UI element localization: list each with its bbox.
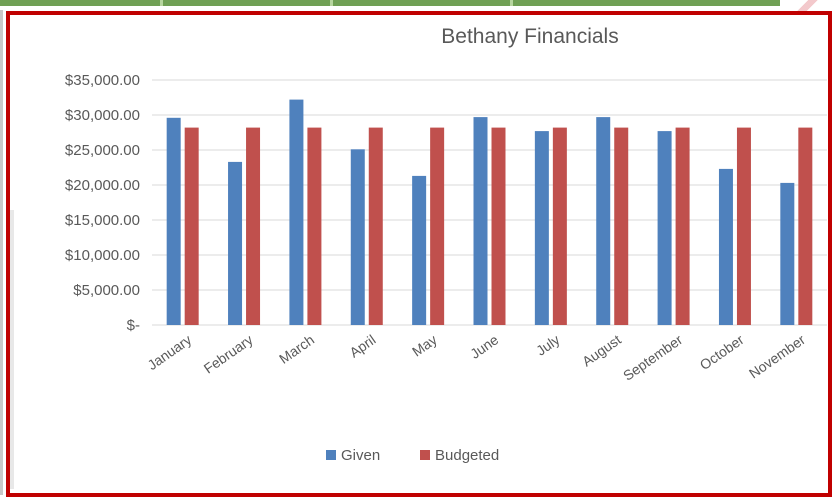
y-tick-label: $5,000.00 (73, 282, 140, 299)
bar-given-june (473, 117, 488, 325)
y-tick-label: $- (127, 317, 140, 334)
bar-budgeted-may (430, 127, 445, 325)
legend-swatch (326, 450, 336, 460)
x-tick-label: October (697, 331, 747, 373)
bar-budgeted-august (614, 127, 629, 325)
x-tick-label: November (746, 331, 808, 381)
bar-budgeted-november (798, 127, 813, 325)
chart-title: Bethany Financials (441, 25, 618, 48)
x-tick-label: April (346, 331, 378, 360)
bar-given-may (412, 175, 427, 325)
legend: Given Budgeted (326, 447, 499, 464)
bar-given-january (166, 117, 181, 325)
x-tick-label: August (579, 331, 624, 369)
bar-budgeted-october (736, 127, 751, 325)
bar-given-november (780, 182, 795, 325)
bar-budgeted-february (246, 127, 261, 325)
bar-budgeted-september (675, 127, 690, 325)
y-tick-label: $20,000.00 (65, 177, 140, 194)
header-band (0, 0, 780, 6)
header-divider (330, 0, 333, 6)
legend-swatch (420, 450, 430, 460)
x-tick-label: May (409, 331, 440, 359)
header-divider (510, 0, 513, 6)
bar-budgeted-june (491, 127, 506, 325)
x-axis-labels: January February March April May June July Augu… (144, 331, 808, 384)
bar-given-september (657, 131, 672, 325)
gridlines (152, 79, 827, 326)
x-tick-label: June (467, 331, 501, 362)
bar-given-april (350, 149, 365, 325)
bar-given-february (228, 161, 243, 325)
x-tick-label: March (276, 331, 317, 366)
legend-label: Given (341, 447, 380, 464)
y-tick-label: $35,000.00 (65, 72, 140, 89)
bar-given-august (596, 117, 611, 325)
bar-budgeted-july (552, 127, 567, 325)
bar-budgeted-march (307, 127, 322, 325)
bars (166, 99, 813, 325)
bar-budgeted-april (368, 127, 383, 325)
header-divider (160, 0, 163, 6)
bar-budgeted-january (184, 127, 199, 325)
x-tick-label: July (533, 331, 563, 358)
y-axis-labels: $- $5,000.00 $10,000.00 $15,000.00 $20,000.0… (65, 72, 140, 334)
y-tick-label: $10,000.00 (65, 247, 140, 264)
left-gray-strip (10, 210, 14, 489)
y-tick-label: $15,000.00 (65, 212, 140, 229)
x-tick-label: February (201, 331, 256, 376)
x-tick-label: September (620, 331, 686, 384)
x-tick-label: January (144, 331, 194, 373)
bar-given-october (718, 168, 733, 325)
legend-label: Budgeted (435, 447, 499, 464)
y-tick-label: $25,000.00 (65, 142, 140, 159)
left-edge (0, 10, 3, 495)
bar-given-march (289, 99, 304, 325)
bar-given-july (534, 131, 549, 325)
y-tick-label: $30,000.00 (65, 107, 140, 124)
